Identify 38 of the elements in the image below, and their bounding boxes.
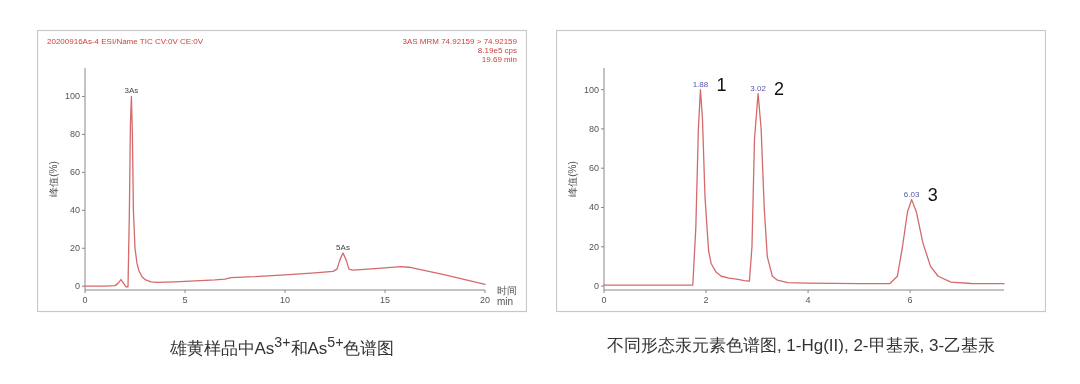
y-tick-label: 80 (588, 123, 599, 134)
annotation: 3.02 (750, 83, 767, 93)
y-tick-label: 20 (69, 243, 80, 254)
text: 雄黄样品中As$^{3+}$和As$^{5+}$色谱图 (168, 334, 396, 360)
text: 19.69 min (481, 55, 517, 64)
x-tick-label: 15 (379, 295, 391, 305)
annotation: 3As (124, 86, 139, 96)
x-tick-label: 6 (907, 295, 913, 305)
annotation: 1.88 (692, 79, 709, 89)
text: 8.19e5 cps (477, 46, 517, 55)
x-tick-label: 10 (279, 295, 291, 305)
x-tick-label: 0 (601, 295, 607, 305)
annotation: 5As (336, 243, 350, 252)
y-tick-label: 20 (588, 241, 599, 252)
y-tick-label: 40 (69, 205, 80, 216)
y-tick-label: 80 (69, 129, 80, 140)
x-tick-label: 2 (703, 295, 709, 305)
text: 20200916As-4 ESI/Name TIC CV:0V CE:0V (47, 37, 204, 46)
x-axis-title: 时间 min (497, 285, 517, 307)
y-tick-label: 100 (64, 91, 80, 102)
y-axis-title: 峰值(%) (48, 161, 59, 197)
x-tick-label: 20 (479, 295, 491, 305)
text: 3AS MRM 74.92159 > 74.92159 (402, 37, 518, 46)
x-tick-label: 5 (182, 295, 188, 305)
text: 不同形态汞元素色谱图, 1-Hg(II), 2-甲基汞, 3-乙基汞 (605, 335, 997, 357)
y-axis-title: 峰值(%) (567, 161, 578, 197)
y-tick-label: 40 (588, 202, 599, 213)
annotation: 1 (716, 74, 727, 95)
annotation: 3 (927, 184, 938, 205)
y-tick-label: 60 (69, 167, 80, 178)
y-tick-label: 100 (583, 84, 599, 95)
annotation: 6.03 (903, 189, 920, 199)
y-tick-label: 0 (74, 281, 80, 292)
y-tick-label: 60 (588, 163, 599, 174)
x-tick-label: 0 (82, 295, 88, 305)
x-tick-label: 4 (805, 295, 811, 305)
y-tick-label: 0 (593, 281, 599, 292)
annotation: 2 (774, 78, 785, 99)
